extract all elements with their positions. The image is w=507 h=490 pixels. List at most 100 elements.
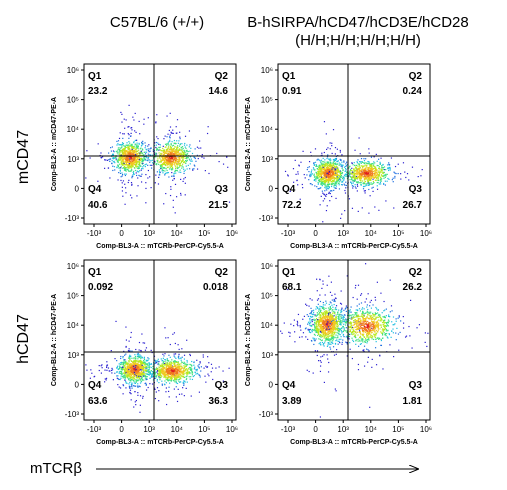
event-dot xyxy=(161,164,162,165)
event-dot xyxy=(203,354,204,355)
event-dot xyxy=(324,194,325,195)
event-dot xyxy=(144,373,145,374)
event-dot xyxy=(162,373,163,374)
event-dot xyxy=(130,162,131,163)
event-dot xyxy=(148,154,149,155)
event-dot xyxy=(192,374,193,375)
event-dot xyxy=(351,173,352,174)
event-dot xyxy=(175,365,176,366)
event-dot xyxy=(389,168,390,169)
event-dot xyxy=(314,165,315,166)
event-dot xyxy=(174,388,175,389)
event-dot xyxy=(330,142,331,143)
event-dot xyxy=(147,165,148,166)
event-dot xyxy=(177,365,178,366)
event-dot xyxy=(157,380,158,381)
event-dot xyxy=(172,150,173,151)
event-dot xyxy=(132,149,133,150)
event-dot xyxy=(177,170,178,171)
event-dot xyxy=(395,173,396,174)
event-dot xyxy=(148,151,149,152)
event-dot xyxy=(118,157,119,158)
event-dot xyxy=(141,168,142,169)
event-dot xyxy=(297,171,298,172)
event-dot xyxy=(140,382,141,383)
event-dot xyxy=(145,145,146,146)
event-dot xyxy=(418,176,419,177)
event-dot xyxy=(129,382,130,383)
event-dot xyxy=(166,404,167,405)
event-dot xyxy=(122,165,123,166)
event-dot xyxy=(371,178,372,179)
event-dot xyxy=(145,166,146,167)
event-dot xyxy=(364,160,365,161)
event-dot xyxy=(150,187,151,188)
event-dot xyxy=(337,176,338,177)
event-dot xyxy=(343,160,344,161)
event-dot xyxy=(194,361,195,362)
event-dot xyxy=(127,166,128,167)
event-dot xyxy=(307,167,308,168)
event-dot xyxy=(160,147,161,148)
event-dot xyxy=(370,178,371,179)
event-dot xyxy=(365,192,366,193)
event-dot xyxy=(134,360,135,361)
event-dot xyxy=(124,133,125,134)
event-dot xyxy=(197,147,198,148)
event-dot xyxy=(357,178,358,179)
event-dot xyxy=(132,379,133,380)
event-dot xyxy=(345,182,346,183)
event-dot xyxy=(391,157,392,158)
event-dot xyxy=(128,374,129,375)
event-dot xyxy=(131,152,132,153)
event-dot xyxy=(147,360,148,361)
event-dot xyxy=(139,157,140,158)
event-dot xyxy=(136,381,137,382)
event-dot xyxy=(166,157,167,158)
event-dot xyxy=(152,366,153,367)
event-dot xyxy=(132,372,133,373)
event-dot xyxy=(144,342,145,343)
event-dot xyxy=(363,158,364,159)
event-dot xyxy=(367,163,368,164)
x-tick-label: -10³ xyxy=(281,229,296,238)
event-dot xyxy=(123,150,124,151)
event-dot xyxy=(330,163,331,164)
event-dot xyxy=(145,376,146,377)
event-dot xyxy=(398,164,399,165)
event-dot xyxy=(164,154,165,155)
event-dot xyxy=(339,188,340,189)
event-dot xyxy=(169,396,170,397)
event-dot xyxy=(405,177,406,178)
event-dot xyxy=(370,165,371,166)
event-dot xyxy=(157,369,158,370)
event-dot xyxy=(180,194,181,195)
event-dot xyxy=(344,190,345,191)
event-dot xyxy=(166,366,167,367)
event-dot xyxy=(145,373,146,374)
event-dot xyxy=(333,173,334,174)
event-dot xyxy=(378,176,379,177)
event-dot xyxy=(304,174,305,175)
event-dot xyxy=(139,159,140,160)
event-dot xyxy=(377,174,378,175)
event-dot xyxy=(341,175,342,176)
event-dot xyxy=(359,170,360,171)
event-dot xyxy=(175,161,176,162)
event-dot xyxy=(181,147,182,148)
event-dot xyxy=(337,163,338,164)
event-dot xyxy=(371,188,372,189)
event-dot xyxy=(165,359,166,360)
event-dot xyxy=(161,150,162,151)
event-dot xyxy=(359,178,360,179)
event-dot xyxy=(156,360,157,361)
event-dot xyxy=(140,376,141,377)
event-dot xyxy=(134,385,135,386)
event-dot xyxy=(372,174,373,175)
event-dot xyxy=(180,381,181,382)
event-dot xyxy=(182,152,183,153)
event-dot xyxy=(317,173,318,174)
event-dot xyxy=(144,361,145,362)
event-dot xyxy=(182,164,183,165)
event-dot xyxy=(125,145,126,146)
